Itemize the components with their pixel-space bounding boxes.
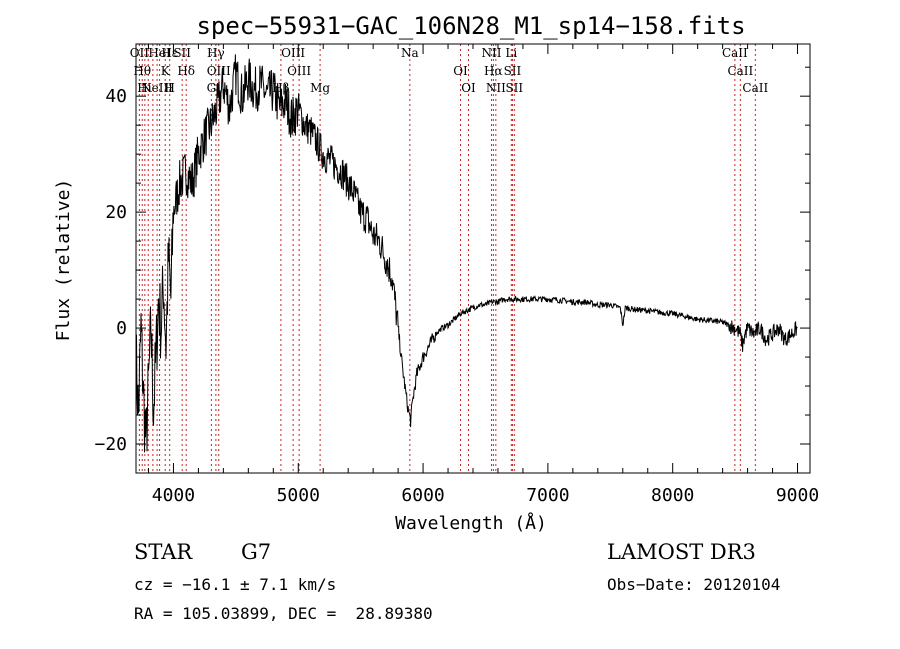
observation-date: Obs−Date: 20120104 bbox=[607, 575, 781, 594]
redshift-velocity: cz = −16.1 ± 7.1 km/s bbox=[134, 575, 337, 594]
line-label: OIII bbox=[207, 64, 231, 78]
line-label: Na bbox=[401, 46, 419, 60]
line-label: OIII bbox=[287, 64, 311, 78]
line-label: OIII bbox=[281, 46, 305, 60]
line-label: K bbox=[161, 64, 171, 78]
line-label: Hδ bbox=[177, 64, 195, 78]
y-axis-label: Flux (relative) bbox=[53, 179, 74, 342]
x-axis-label: Wavelength (Å) bbox=[395, 512, 547, 534]
coordinates: RA = 105.03899, DEC = 28.89380 bbox=[134, 604, 433, 623]
object-class: STAR bbox=[134, 540, 193, 564]
survey-name: LAMOST DR3 bbox=[607, 540, 756, 564]
line-label: Mg bbox=[310, 81, 330, 95]
plot-frame bbox=[135, 43, 811, 474]
x-tick-label: 4000 bbox=[152, 485, 195, 506]
line-label: NeIII bbox=[141, 81, 173, 95]
line-label: NII bbox=[481, 46, 501, 60]
line-label: OII bbox=[130, 46, 150, 60]
x-tick-label: 8000 bbox=[651, 485, 694, 506]
x-tick-label: 5000 bbox=[277, 485, 320, 506]
line-label: NII bbox=[486, 81, 506, 95]
x-tick-label: 6000 bbox=[401, 485, 444, 506]
object-subclass: G7 bbox=[241, 540, 272, 564]
line-label: H bbox=[164, 81, 174, 95]
spectral-line-markers bbox=[138, 44, 756, 473]
y-tick-label: −20 bbox=[94, 434, 127, 455]
line-label: Li bbox=[505, 46, 517, 60]
line-label: SII bbox=[505, 81, 523, 95]
line-label: Hι bbox=[137, 81, 152, 95]
line-label: OI bbox=[453, 64, 468, 78]
y-tick-label: 20 bbox=[105, 202, 127, 223]
line-label: CaII bbox=[727, 64, 753, 78]
line-label: Hγ bbox=[207, 46, 225, 60]
axis-ticks: 4000 5000 6000 7000 8000 9000 −20 0 20 40 bbox=[94, 44, 819, 506]
y-tick-label: 0 bbox=[116, 318, 127, 339]
line-label: CaII bbox=[722, 46, 748, 60]
x-tick-label: 9000 bbox=[776, 485, 819, 506]
line-label: SII bbox=[173, 46, 191, 60]
line-label: Hα bbox=[484, 64, 503, 78]
line-label: OI bbox=[461, 81, 476, 95]
chart-title: spec−55931−GAC_106N28_M1_sp14−158.fits bbox=[196, 12, 745, 40]
y-tick-label: 40 bbox=[105, 86, 127, 107]
line-label: CaII bbox=[742, 81, 768, 95]
line-label: HeI bbox=[148, 46, 171, 60]
spectrum-line bbox=[135, 54, 798, 453]
x-tick-label: 7000 bbox=[526, 485, 569, 506]
line-label: G bbox=[207, 81, 217, 95]
line-label: SII bbox=[504, 64, 522, 78]
